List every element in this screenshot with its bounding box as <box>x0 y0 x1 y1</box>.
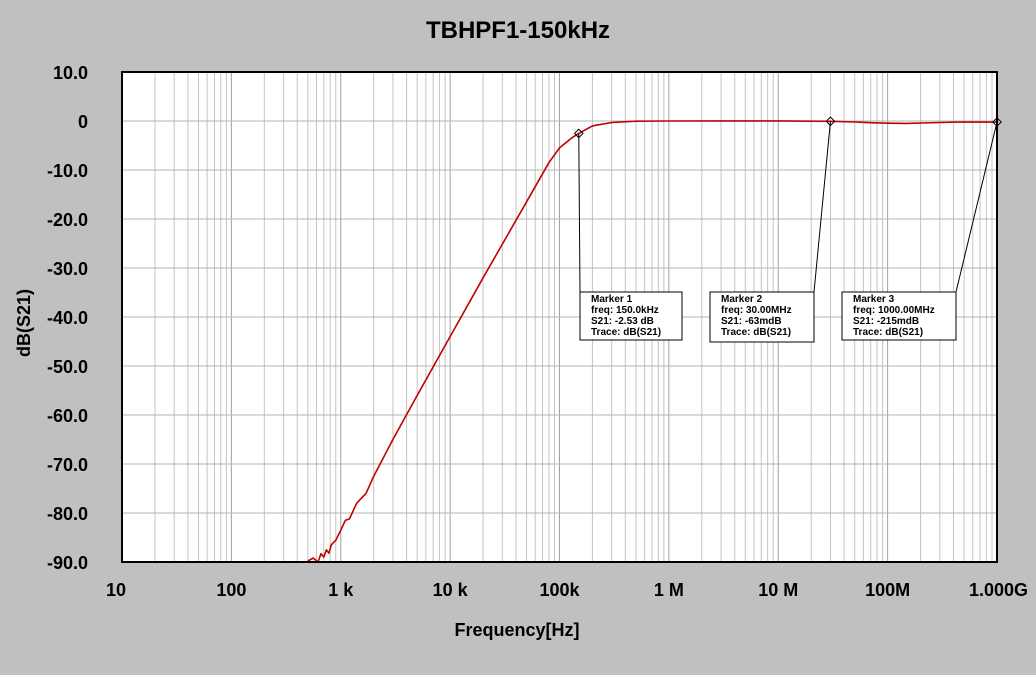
y-tick-label: -60.0 <box>47 406 88 426</box>
x-tick-label: 100k <box>539 580 580 600</box>
marker-callout-text: freq: 1000.00MHz <box>853 305 935 316</box>
y-axis-label: dB(S21) <box>14 289 34 357</box>
y-tick-label: 0 <box>78 112 88 132</box>
marker-callout-text: Marker 3 <box>853 294 895 305</box>
x-tick-label: 10 <box>106 580 126 600</box>
y-tick-label: -90.0 <box>47 553 88 573</box>
marker-callout-text: Trace: dB(S21) <box>853 327 923 338</box>
marker-callout-text: freq: 30.00MHz <box>721 305 792 316</box>
x-tick-label: 10 M <box>758 580 798 600</box>
plot-frame <box>121 71 998 563</box>
y-tick-label: -70.0 <box>47 455 88 475</box>
marker-callout-text: S21: -2.53 dB <box>591 316 654 327</box>
marker-callout-text: Trace: dB(S21) <box>591 327 661 338</box>
series-layer <box>307 120 998 563</box>
x-tick-label: 100M <box>865 580 910 600</box>
x-axis-label: Frequency[Hz] <box>454 620 579 640</box>
y-tick-label: -40.0 <box>47 308 88 328</box>
y-tick-label: -80.0 <box>47 504 88 524</box>
marker-point <box>573 128 584 139</box>
marker-callout-text: S21: -63mdB <box>721 316 782 327</box>
marker-callout-text: freq: 150.0kHz <box>591 305 659 316</box>
marker-callout-text: S21: -215mdB <box>853 316 919 327</box>
marker-point <box>825 116 836 127</box>
marker-leader-line <box>955 121 998 293</box>
y-tick-label: -20.0 <box>47 210 88 230</box>
marker-callout-box <box>579 291 683 341</box>
marker-callout-text: Trace: dB(S21) <box>721 327 791 338</box>
x-tick-label: 1 k <box>328 580 354 600</box>
marker-point <box>992 117 1002 128</box>
marker-leader-line <box>578 133 581 293</box>
x-tick-labels: 10 100 1 k 10 k 100k 1 M 10 M 100M 1.000G <box>106 580 1028 600</box>
x-tick-label: 100 <box>216 580 246 600</box>
y-tick-label: 10.0 <box>53 63 88 83</box>
x-tick-label: 1.000G <box>969 580 1028 600</box>
marker-leader-line <box>813 121 831 293</box>
series-line <box>307 120 998 563</box>
y-tick-label: -10.0 <box>47 161 88 181</box>
marker-callout-text: Marker 2 <box>721 294 763 305</box>
x-tick-label: 10 k <box>433 580 469 600</box>
y-tick-labels: 10.0 0 -10.0 -20.0 -30.0 -40.0 -50.0 -60.0 -70.0… <box>47 63 88 573</box>
marker-callout-box <box>709 291 815 343</box>
marker-callout-box <box>841 291 957 341</box>
marker-callout-text: Marker 1 <box>591 294 633 305</box>
grid <box>121 71 997 563</box>
x-tick-label: 1 M <box>654 580 684 600</box>
chart-title: TBHPF1-150kHz <box>426 17 610 44</box>
y-tick-label: -30.0 <box>47 259 88 279</box>
y-tick-label: -50.0 <box>47 357 88 377</box>
